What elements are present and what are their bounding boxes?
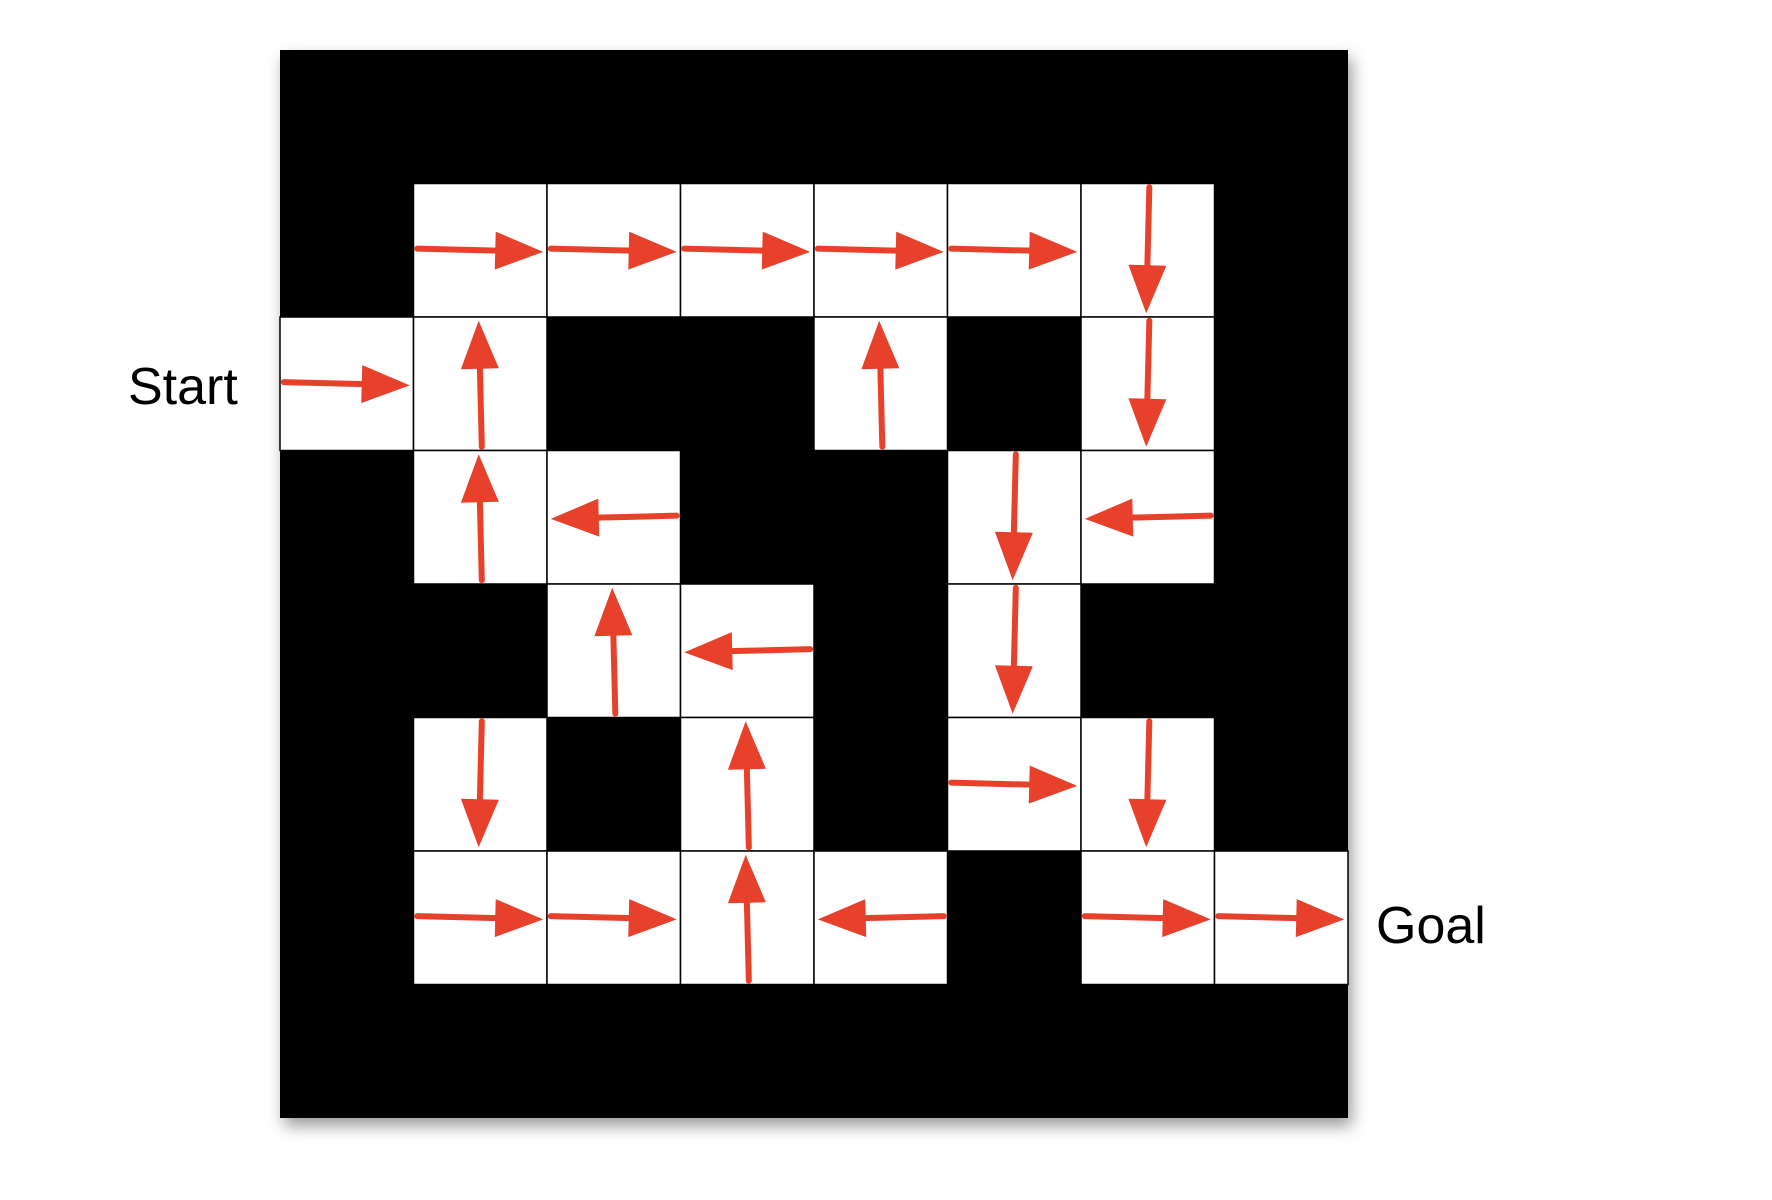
- arrow-shaft: [743, 897, 752, 984]
- goal-label: Goal: [1376, 897, 1486, 955]
- arrow-head: [727, 854, 766, 904]
- arrow-right-r6-c7: [1215, 899, 1345, 938]
- arrow-up-r3-c1: [460, 454, 499, 584]
- open-cells: [279, 182, 1349, 986]
- arrow-right-r1-c4: [814, 231, 944, 270]
- arrow-shaft: [476, 497, 485, 584]
- arrow-up-r2-c1: [460, 320, 499, 450]
- arrow-shaft: [280, 379, 367, 388]
- arrow-right-r1-c5: [948, 231, 1078, 270]
- arrow-shaft: [877, 363, 886, 450]
- arrow-head: [1084, 498, 1134, 537]
- arrow-shaft: [547, 245, 634, 254]
- arrow-right-r1-c3: [681, 231, 811, 270]
- arrow-right-r1-c1: [414, 231, 544, 270]
- arrow-down-r3-c5: [994, 451, 1033, 581]
- arrow-right-r6-c2: [547, 899, 677, 938]
- arrow-head: [1128, 798, 1167, 848]
- arrow-head: [895, 231, 944, 270]
- arrow-head: [1295, 899, 1345, 938]
- arrow-shaft: [1215, 913, 1302, 922]
- arrow-down-r2-c6: [1128, 317, 1167, 447]
- arrow-shaft: [948, 245, 1035, 254]
- arrow-down-r1-c6: [1128, 184, 1167, 314]
- arrow-shaft: [547, 913, 634, 922]
- arrow-shaft: [476, 363, 485, 450]
- arrow-head: [460, 798, 499, 848]
- arrow-shaft: [414, 913, 501, 922]
- arrow-shaft: [610, 630, 619, 717]
- arrow-shaft: [1144, 317, 1153, 404]
- arrow-head: [994, 531, 1033, 581]
- arrow-right-r2-c0: [280, 365, 410, 404]
- arrow-head: [1128, 398, 1167, 447]
- arrow-left-r3-c2: [550, 498, 680, 537]
- arrow-head: [994, 665, 1033, 714]
- arrow-head: [761, 231, 811, 270]
- arrow-head: [1028, 765, 1078, 804]
- arrow-head: [361, 365, 410, 404]
- arrow-up-r2-c4: [861, 320, 900, 450]
- arrow-shaft: [1127, 512, 1214, 521]
- arrow-shaft: [814, 245, 901, 254]
- arrow-shaft: [1010, 451, 1019, 538]
- arrow-head: [817, 899, 867, 938]
- arrow-shaft: [1081, 913, 1168, 922]
- arrow-head: [628, 231, 677, 270]
- arrow-right-r1-c2: [547, 231, 677, 270]
- arrow-up-r6-c3: [727, 854, 766, 984]
- arrow-down-r5-c6: [1128, 718, 1167, 848]
- start-label: Start: [128, 358, 238, 416]
- arrow-left-r4-c3: [684, 632, 814, 671]
- arrow-down-r4-c5: [994, 584, 1033, 714]
- arrow-head: [460, 454, 499, 503]
- arrow-head: [594, 587, 633, 637]
- arrow-left-r6-c4: [817, 899, 947, 938]
- arrow-left-r3-c6: [1084, 498, 1214, 537]
- arrow-shaft: [743, 764, 752, 851]
- arrow-head: [628, 899, 677, 938]
- arrow-head: [494, 231, 544, 270]
- arrow-right-r5-c5: [948, 765, 1078, 804]
- arrow-head: [1128, 264, 1167, 314]
- arrow-head: [684, 632, 733, 671]
- arrow-shaft: [860, 913, 947, 922]
- arrow-head: [727, 721, 766, 770]
- arrow-shaft: [476, 718, 485, 805]
- arrow-head: [460, 320, 499, 370]
- arrow-shaft: [593, 512, 680, 521]
- arrow-shaft: [1144, 718, 1153, 805]
- arrow-head: [1162, 899, 1211, 938]
- arrow-shaft: [727, 646, 814, 655]
- policy-arrows: [280, 184, 1345, 984]
- arrow-right-r6-c1: [414, 899, 544, 938]
- arrow-shaft: [1010, 584, 1019, 671]
- arrow-head: [1028, 231, 1078, 270]
- arrow-shaft: [414, 245, 501, 254]
- arrow-head: [861, 320, 900, 370]
- arrow-down-r5-c1: [460, 718, 499, 848]
- arrow-head: [494, 899, 544, 938]
- arrow-shaft: [1144, 184, 1153, 271]
- arrow-up-r5-c3: [727, 721, 766, 851]
- arrow-right-r6-c6: [1081, 899, 1211, 938]
- arrow-head: [550, 498, 600, 537]
- arrow-shaft: [681, 245, 768, 254]
- arrow-up-r4-c2: [594, 587, 633, 717]
- arrow-shaft: [948, 779, 1035, 788]
